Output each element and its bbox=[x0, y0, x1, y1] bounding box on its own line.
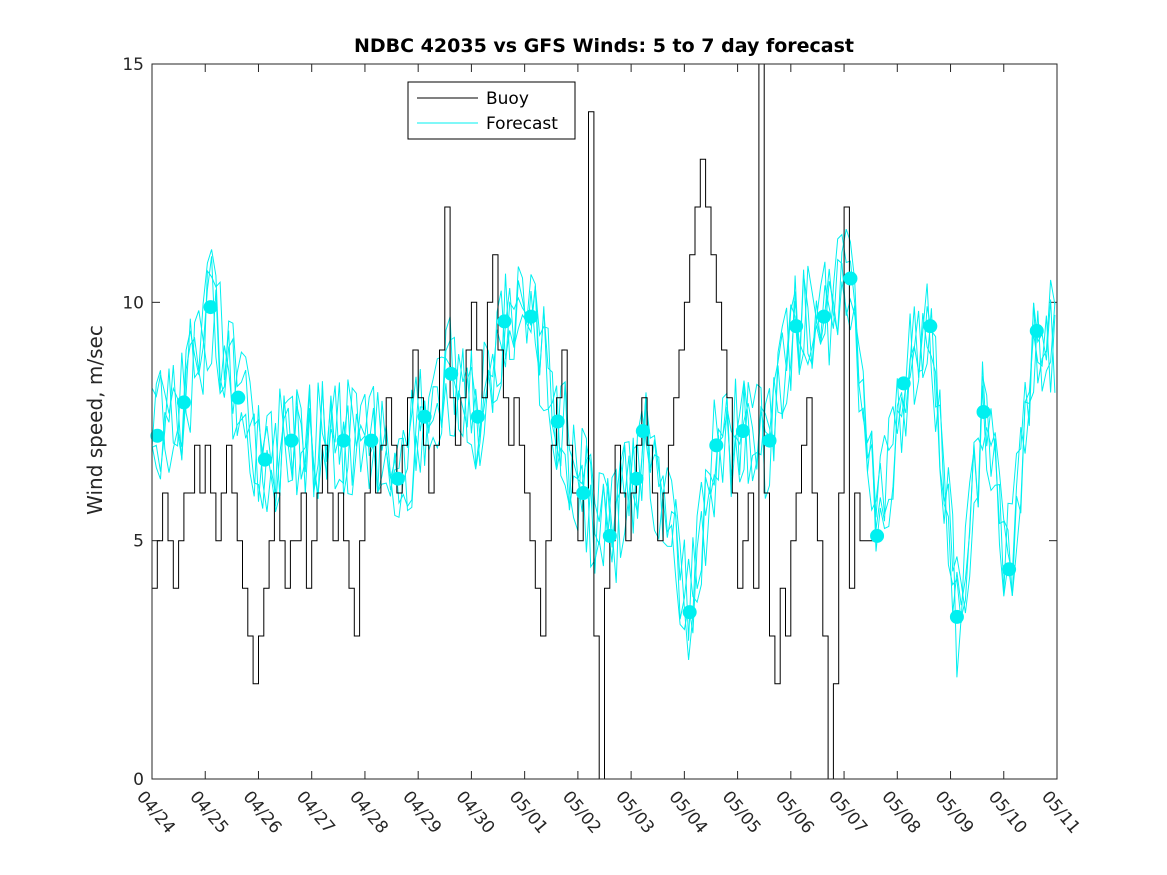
forecast-point bbox=[203, 300, 218, 315]
forecast-point bbox=[843, 271, 858, 286]
forecast-point bbox=[976, 404, 991, 419]
forecast-point bbox=[390, 471, 405, 486]
forecast-point bbox=[735, 424, 750, 439]
legend-forecast-label: Forecast bbox=[486, 114, 558, 134]
forecast-line bbox=[151, 256, 1056, 620]
legend: Buoy Forecast bbox=[407, 81, 576, 140]
forecast-point bbox=[682, 605, 697, 620]
forecast-point bbox=[231, 390, 246, 405]
forecast-point bbox=[1029, 323, 1044, 338]
forecast-point bbox=[870, 528, 885, 543]
forecast-point bbox=[284, 433, 299, 448]
forecast-point bbox=[789, 319, 804, 334]
y-tick-label: 10 bbox=[122, 293, 144, 313]
forecast-point bbox=[417, 409, 432, 424]
forecast-point bbox=[550, 414, 565, 429]
forecast-point bbox=[816, 309, 831, 324]
forecast-point bbox=[176, 395, 191, 410]
forecast-point bbox=[949, 609, 964, 624]
chart-title: NDBC 42035 vs GFS Winds: 5 to 7 day fore… bbox=[354, 35, 854, 57]
forecast-point bbox=[470, 409, 485, 424]
forecast-point bbox=[1002, 562, 1017, 577]
y-tick-label: 5 bbox=[133, 532, 144, 552]
forecast-point bbox=[602, 528, 617, 543]
axes-frame bbox=[151, 63, 1058, 780]
forecast-point bbox=[576, 486, 591, 500]
forecast-point bbox=[497, 314, 512, 329]
forecast-point bbox=[762, 433, 777, 448]
legend-box bbox=[407, 81, 576, 140]
forecast-point bbox=[896, 376, 911, 391]
forecast-point bbox=[524, 309, 539, 324]
forecast-point bbox=[257, 452, 272, 467]
legend-buoy-label: Buoy bbox=[486, 89, 529, 109]
buoy-line bbox=[152, 63, 882, 780]
y-tick-label: 15 bbox=[122, 55, 144, 75]
y-axis-label: Wind speed, m/sec bbox=[83, 325, 107, 515]
forecast-point bbox=[629, 471, 644, 486]
plot-area: 04/24 04/25 04/26 04/27 04/28 04/29 04/30 05/01… bbox=[122, 55, 1084, 838]
forecast-point bbox=[336, 433, 351, 448]
forecast-point bbox=[709, 438, 724, 453]
forecast-line bbox=[151, 233, 1056, 678]
forecast-point bbox=[364, 433, 379, 448]
forecast-point bbox=[150, 428, 165, 443]
forecast-point bbox=[635, 424, 650, 439]
forecast-point bbox=[444, 366, 459, 381]
forecast-point bbox=[923, 319, 938, 334]
y-tick-label: 0 bbox=[133, 770, 144, 790]
